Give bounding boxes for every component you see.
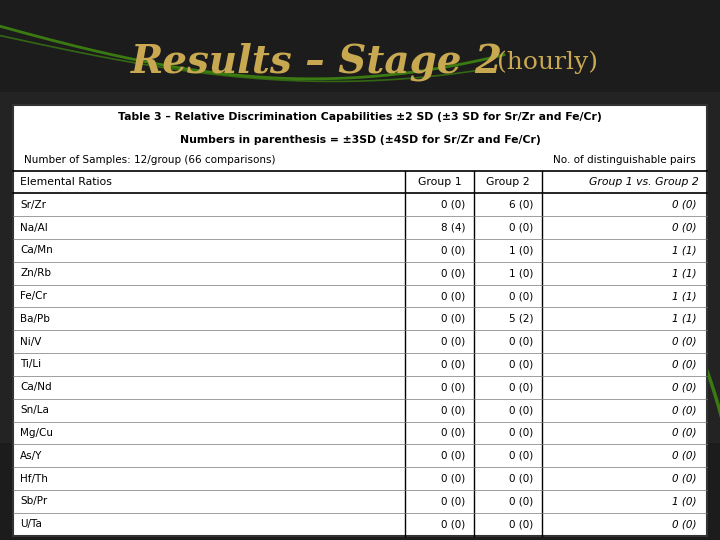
Text: U/Ta: U/Ta — [20, 519, 42, 529]
Text: Hf/Th: Hf/Th — [20, 474, 48, 484]
Text: 0 (0): 0 (0) — [672, 451, 696, 461]
Text: 0 (0): 0 (0) — [509, 360, 534, 369]
Text: 0 (0): 0 (0) — [509, 428, 534, 438]
Text: 0 (0): 0 (0) — [441, 382, 465, 393]
Text: 0 (0): 0 (0) — [441, 496, 465, 507]
Text: 0 (0): 0 (0) — [441, 268, 465, 278]
Text: Mg/Cu: Mg/Cu — [20, 428, 53, 438]
Text: Ba/Pb: Ba/Pb — [20, 314, 50, 324]
Point — [538, 167, 546, 174]
Text: Sr/Zr: Sr/Zr — [20, 200, 46, 210]
Point — [469, 532, 478, 539]
Text: 0 (0): 0 (0) — [509, 405, 534, 415]
Text: Table 3 – Relative Discrimination Capabilities ±2 SD (±3 SD for Sr/Zr and Fe/Cr): Table 3 – Relative Discrimination Capabi… — [118, 112, 602, 123]
Text: 0 (0): 0 (0) — [672, 428, 696, 438]
Text: Results – Stage 2: Results – Stage 2 — [131, 43, 503, 82]
Text: 0 (0): 0 (0) — [441, 405, 465, 415]
Bar — [13, 105, 707, 536]
Point — [538, 532, 546, 539]
Text: Ni/V: Ni/V — [20, 336, 42, 347]
Text: Group 2: Group 2 — [486, 177, 530, 187]
Text: 6 (0): 6 (0) — [509, 200, 534, 210]
Text: 1 (1): 1 (1) — [672, 314, 696, 324]
Text: 0 (0): 0 (0) — [509, 222, 534, 233]
Text: 1 (1): 1 (1) — [672, 245, 696, 255]
Text: No. of distinguishable pairs: No. of distinguishable pairs — [554, 156, 696, 165]
Text: 0 (0): 0 (0) — [441, 360, 465, 369]
Text: 0 (0): 0 (0) — [509, 496, 534, 507]
Text: 1 (0): 1 (0) — [672, 496, 696, 507]
Point — [401, 167, 410, 174]
Text: Ti/Li: Ti/Li — [20, 360, 41, 369]
Text: 0 (0): 0 (0) — [509, 474, 534, 484]
Text: 0 (0): 0 (0) — [672, 360, 696, 369]
Text: 0 (0): 0 (0) — [441, 451, 465, 461]
Text: Na/Al: Na/Al — [20, 222, 48, 233]
Text: 0 (0): 0 (0) — [672, 222, 696, 233]
Text: 1 (0): 1 (0) — [509, 268, 534, 278]
Text: 1 (0): 1 (0) — [509, 245, 534, 255]
Text: 0 (0): 0 (0) — [509, 519, 534, 529]
Text: Group 1: Group 1 — [418, 177, 462, 187]
Text: 0 (0): 0 (0) — [509, 451, 534, 461]
Text: Sb/Pr: Sb/Pr — [20, 496, 48, 507]
Text: Number of Samples: 12/group (66 comparisons): Number of Samples: 12/group (66 comparis… — [24, 156, 275, 165]
Text: Group 1 vs. Group 2: Group 1 vs. Group 2 — [589, 177, 698, 187]
Text: As/Y: As/Y — [20, 451, 42, 461]
Text: 0 (0): 0 (0) — [441, 428, 465, 438]
Text: 1 (1): 1 (1) — [672, 268, 696, 278]
Text: 0 (0): 0 (0) — [509, 382, 534, 393]
Point — [401, 532, 410, 539]
Text: 8 (4): 8 (4) — [441, 222, 465, 233]
Text: 0 (0): 0 (0) — [509, 336, 534, 347]
Text: 0 (0): 0 (0) — [441, 314, 465, 324]
Text: 0 (0): 0 (0) — [441, 474, 465, 484]
Text: Ca/Mn: Ca/Mn — [20, 245, 53, 255]
Text: 0 (0): 0 (0) — [441, 336, 465, 347]
Text: 0 (0): 0 (0) — [672, 382, 696, 393]
Text: Zn/Rb: Zn/Rb — [20, 268, 51, 278]
Text: Fe/Cr: Fe/Cr — [20, 291, 47, 301]
Text: 0 (0): 0 (0) — [441, 200, 465, 210]
Text: 0 (0): 0 (0) — [441, 291, 465, 301]
Text: 0 (0): 0 (0) — [672, 200, 696, 210]
Text: (hourly): (hourly) — [497, 50, 598, 74]
Text: 5 (2): 5 (2) — [509, 314, 534, 324]
Text: 0 (0): 0 (0) — [441, 245, 465, 255]
Text: 1 (1): 1 (1) — [672, 291, 696, 301]
Point — [469, 167, 478, 174]
Text: 0 (0): 0 (0) — [441, 519, 465, 529]
Text: Numbers in parenthesis = ±3SD (±4SD for Sr/Zr and Fe/Cr): Numbers in parenthesis = ±3SD (±4SD for … — [179, 135, 541, 145]
Text: 0 (0): 0 (0) — [672, 474, 696, 484]
Text: 0 (0): 0 (0) — [509, 291, 534, 301]
Text: Ca/Nd: Ca/Nd — [20, 382, 52, 393]
Text: Elemental Ratios: Elemental Ratios — [20, 177, 112, 187]
Text: 0 (0): 0 (0) — [672, 519, 696, 529]
Text: 0 (0): 0 (0) — [672, 336, 696, 347]
Bar — [0, 92, 720, 443]
Text: Sn/La: Sn/La — [20, 405, 49, 415]
Text: 0 (0): 0 (0) — [672, 405, 696, 415]
